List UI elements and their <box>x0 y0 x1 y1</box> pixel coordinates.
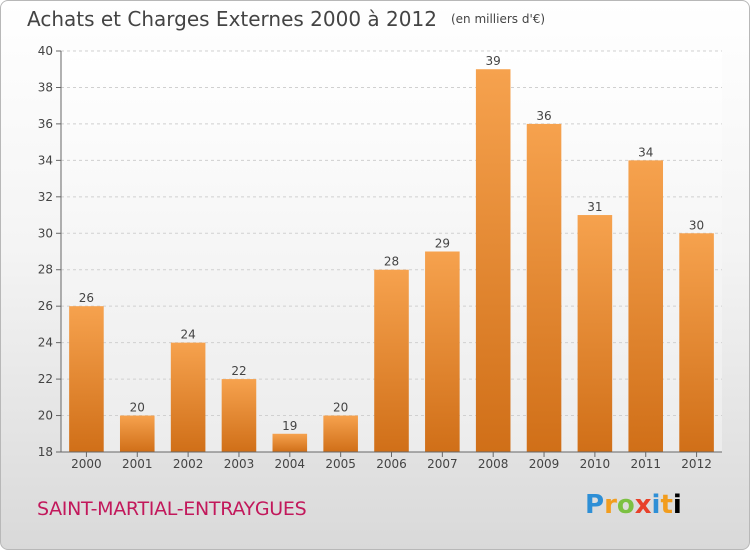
x-tick-label: 2005 <box>325 457 356 471</box>
bar-value-label: 22 <box>231 364 246 378</box>
bar-value-label: 20 <box>130 401 145 415</box>
bar-2001 <box>119 415 155 452</box>
x-tick-label: 2000 <box>71 457 102 471</box>
y-tick-label: 28 <box>38 263 53 277</box>
bar-2008 <box>475 69 511 453</box>
x-tick-label: 2009 <box>529 457 560 471</box>
bar-value-label: 28 <box>384 255 399 269</box>
y-tick-label: 22 <box>38 372 53 386</box>
bar-2000 <box>69 306 104 452</box>
bar-value-label: 19 <box>282 419 297 433</box>
chart-title-text: Achats et Charges Externes 2000 à 2012 <box>27 7 437 31</box>
x-tick-label: 2004 <box>275 457 306 471</box>
y-tick-label: 32 <box>38 190 53 204</box>
x-tick-label: 2008 <box>478 457 509 471</box>
x-tick-label: 2010 <box>580 457 611 471</box>
bar-2002 <box>170 342 206 452</box>
location-name: SAINT-MARTIAL-ENTRAYGUES <box>37 498 307 520</box>
bar-value-label: 34 <box>638 145 653 159</box>
x-tick-label: 2006 <box>376 457 407 471</box>
x-tick-label: 2011 <box>630 457 661 471</box>
bar-value-label: 29 <box>435 237 450 251</box>
y-tick-label: 24 <box>38 336 53 350</box>
y-tick-label: 34 <box>38 153 53 167</box>
y-tick-label: 20 <box>38 409 53 423</box>
proxiti-logo: Proxiti <box>585 490 682 520</box>
x-tick-label: 2003 <box>224 457 255 471</box>
x-tick-label: 2002 <box>173 457 204 471</box>
bar-2007 <box>425 251 460 452</box>
bar-2010 <box>577 215 613 452</box>
y-tick-label: 18 <box>38 445 53 459</box>
y-tick-label: 30 <box>38 226 53 240</box>
x-tick-label: 2001 <box>122 457 153 471</box>
bar-value-label: 24 <box>180 328 195 342</box>
bar-2003 <box>221 379 257 452</box>
x-tick-label: 2012 <box>681 457 712 471</box>
bar-2004 <box>272 433 308 452</box>
bar-2012 <box>679 233 714 452</box>
y-tick-label: 38 <box>38 80 53 94</box>
y-tick-label: 26 <box>38 299 53 313</box>
bar-2009 <box>526 123 562 452</box>
bar-value-label: 36 <box>536 109 551 123</box>
bar-value-label: 39 <box>486 54 501 68</box>
bar-value-label: 26 <box>79 291 94 305</box>
bar-value-label: 31 <box>587 200 602 214</box>
chart-unit: (en milliers d'€) <box>450 12 546 26</box>
x-tick-label: 2007 <box>427 457 458 471</box>
bar-value-label: 20 <box>333 401 348 415</box>
bar-2011 <box>628 160 664 452</box>
bar-2006 <box>374 269 409 452</box>
bar-value-label: 30 <box>689 218 704 232</box>
y-tick-label: 36 <box>38 117 53 131</box>
y-tick-label: 40 <box>38 44 53 58</box>
bar-2005 <box>323 415 358 452</box>
chart-title: Achats et Charges Externes 2000 à 2012 (e… <box>27 7 545 31</box>
